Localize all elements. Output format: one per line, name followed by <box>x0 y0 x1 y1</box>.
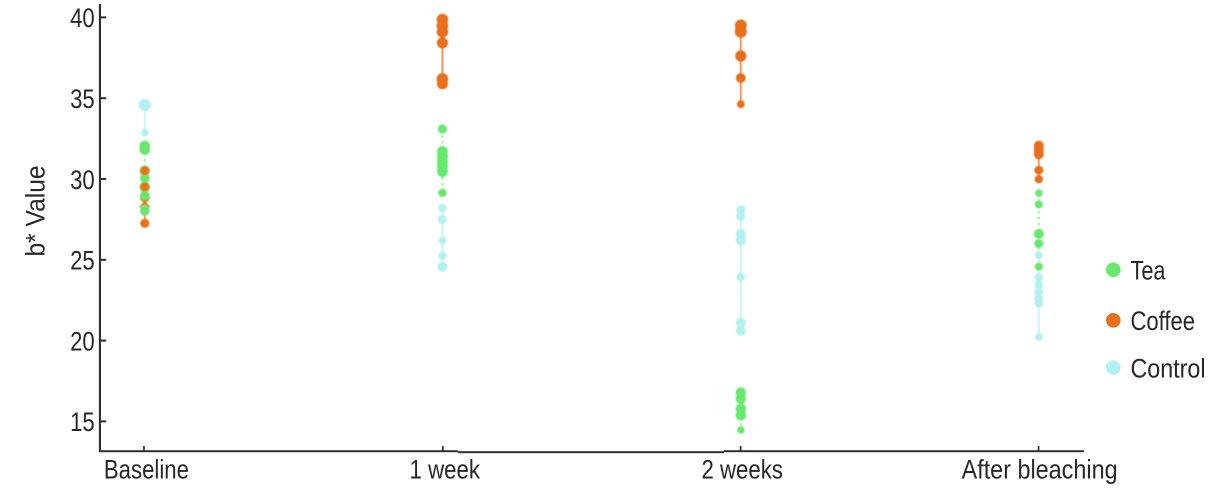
svg-text:30: 30 <box>70 165 95 195</box>
svg-text:20: 20 <box>70 326 95 356</box>
svg-text:Control: Control <box>1131 353 1206 383</box>
svg-text:Tea: Tea <box>1131 256 1167 286</box>
svg-text:1 week: 1 week <box>410 455 481 485</box>
svg-text:40: 40 <box>70 3 95 33</box>
svg-text:2 weeks: 2 weeks <box>701 455 783 485</box>
svg-text:Coffee: Coffee <box>1131 306 1196 336</box>
svg-text:15: 15 <box>70 407 95 437</box>
svg-text:25: 25 <box>70 246 95 276</box>
svg-text:Baseline: Baseline <box>104 455 189 485</box>
svg-text:After bleaching: After bleaching <box>962 455 1118 485</box>
svg-text:35: 35 <box>70 84 95 114</box>
svg-text:b* Value: b* Value <box>21 166 51 257</box>
